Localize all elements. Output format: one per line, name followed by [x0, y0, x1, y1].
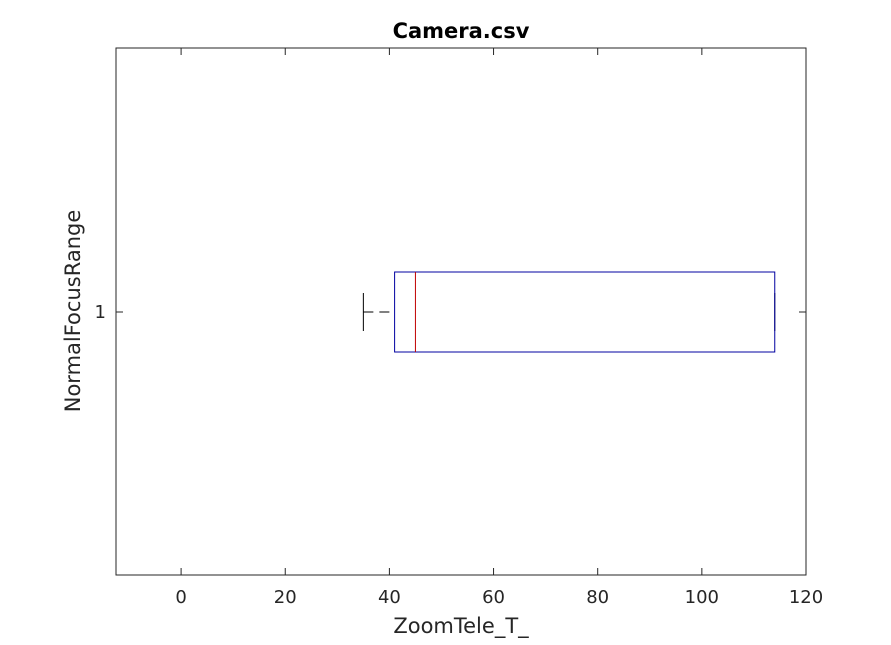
- x-axis-ticks: 0 20 40 60 80 100 120: [175, 48, 823, 608]
- boxplot-boxes: [362, 271, 776, 353]
- y-tick-label: 1: [95, 302, 106, 323]
- x-tick-label: 0: [175, 587, 186, 608]
- x-tick-label: 60: [482, 587, 505, 608]
- y-axis-ticks: 1: [95, 302, 806, 323]
- x-tick-label: 120: [789, 587, 823, 608]
- iqr-box: [394, 271, 776, 353]
- x-tick-label: 100: [685, 587, 719, 608]
- x-tick-label: 40: [378, 587, 401, 608]
- x-tick-label: 80: [586, 587, 609, 608]
- x-axis-label: ZoomTele_T_: [393, 614, 529, 639]
- y-axis-label: NormalFocusRange: [61, 210, 85, 413]
- x-tick-label: 20: [274, 587, 297, 608]
- chart-title: Camera.csv: [393, 19, 530, 43]
- plot-area: [115, 47, 807, 576]
